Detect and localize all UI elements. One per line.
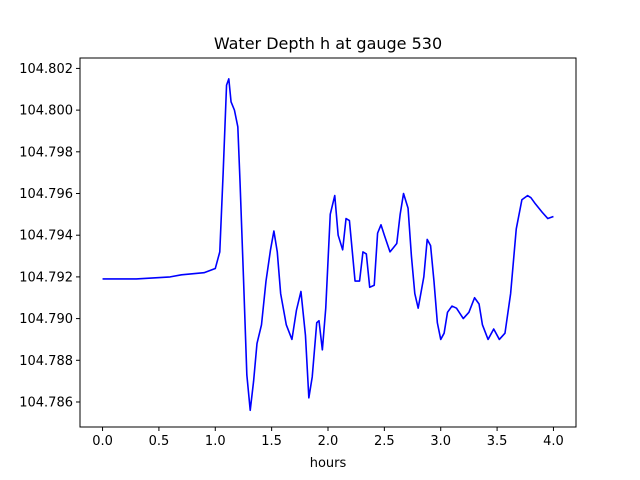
x-tick-label: 0.0 xyxy=(92,434,113,449)
y-tick-label: 104.788 xyxy=(19,354,73,369)
y-tick-label: 104.796 xyxy=(19,187,73,202)
y-tick-label: 104.792 xyxy=(19,270,73,285)
y-tick-label: 104.798 xyxy=(19,145,73,160)
x-tick-label: 1.5 xyxy=(261,434,282,449)
y-tick-label: 104.802 xyxy=(19,62,73,77)
plot-area: 0.0 0.5 1.0 1.5 2.0 2.5 3.0 3.5 4.0 104.786 104.78… xyxy=(19,57,577,449)
y-tick-label: 104.790 xyxy=(19,312,73,327)
y-tick-label: 104.800 xyxy=(19,104,73,119)
x-tick-label: 3.5 xyxy=(487,434,508,449)
x-tick-label: 1.0 xyxy=(205,434,226,449)
y-tick-label: 104.794 xyxy=(19,229,73,244)
x-tick-label: 0.5 xyxy=(149,434,170,449)
x-tick-label: 2.5 xyxy=(374,434,395,449)
series-line-0 xyxy=(102,78,554,412)
x-tick-label: 2.0 xyxy=(318,434,339,449)
y-tick-label: 104.786 xyxy=(19,395,73,410)
x-axis-label: hours xyxy=(310,456,347,471)
x-tick-label: 4.0 xyxy=(543,434,564,449)
chart-title: Water Depth h at gauge 530 xyxy=(214,34,442,53)
x-tick-label: 3.0 xyxy=(430,434,451,449)
